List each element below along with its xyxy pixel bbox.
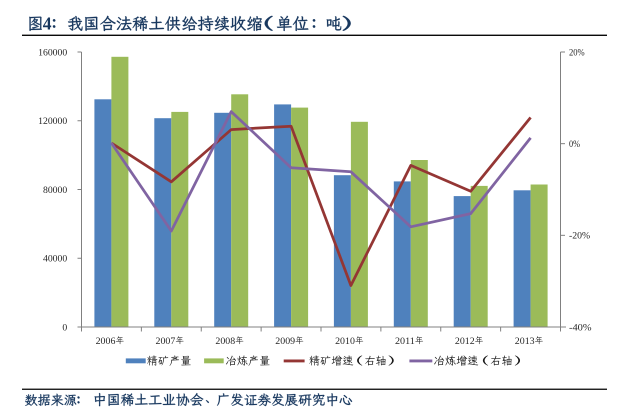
svg-text:2010: 2010 xyxy=(335,336,355,347)
svg-text:120000: 120000 xyxy=(38,116,67,127)
svg-text:80000: 80000 xyxy=(43,185,67,196)
svg-text:-20%: -20% xyxy=(569,231,590,242)
svg-text:2013: 2013 xyxy=(515,336,535,347)
svg-text:2008: 2008 xyxy=(215,336,235,347)
svg-text:160000: 160000 xyxy=(38,47,67,58)
svg-text:0: 0 xyxy=(62,322,67,333)
svg-text:2007: 2007 xyxy=(156,336,176,347)
svg-text:2011: 2011 xyxy=(395,336,415,347)
svg-text:40000: 40000 xyxy=(43,254,67,265)
svg-text:2006: 2006 xyxy=(96,336,116,347)
svg-text:0%: 0% xyxy=(569,139,580,150)
svg-text:4: 4 xyxy=(43,13,52,33)
svg-text:2012: 2012 xyxy=(455,336,475,347)
svg-text:-40%: -40% xyxy=(569,322,592,333)
svg-text:20%: 20% xyxy=(569,47,585,58)
svg-text:2009: 2009 xyxy=(275,336,295,347)
